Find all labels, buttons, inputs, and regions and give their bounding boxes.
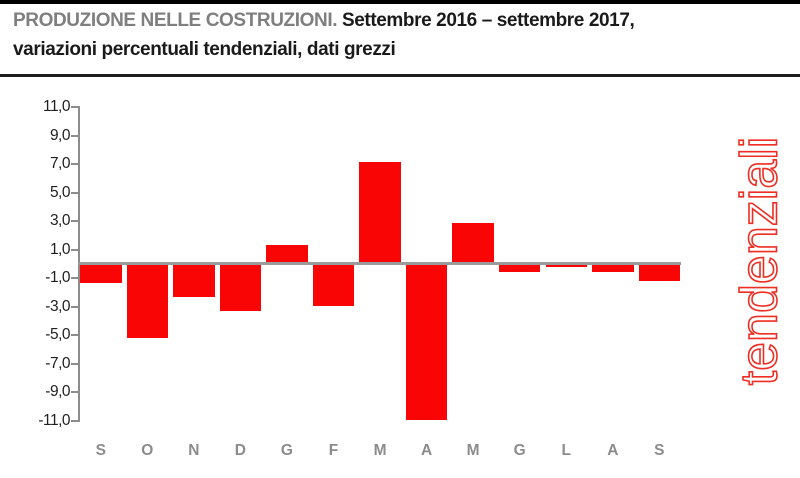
x-axis-label: S <box>654 441 665 459</box>
page-subtitle: variazioni percentuali tendenziali, dati… <box>13 39 396 60</box>
y-axis-tick <box>71 248 78 251</box>
y-axis-tick <box>71 134 78 137</box>
y-axis-tick-label: -7,0 <box>45 354 70 372</box>
y-axis-tick <box>71 220 78 223</box>
page-title: PRODUZIONE NELLE COSTRUZIONI. Settembre … <box>13 6 793 35</box>
y-axis-tick-label: 5,0 <box>49 183 71 201</box>
y-axis-tick <box>71 419 78 422</box>
chart-header: PRODUZIONE NELLE COSTRUZIONI. Settembre … <box>13 6 793 64</box>
bar-A-11 <box>592 263 634 272</box>
bar-S-0 <box>80 263 122 283</box>
y-axis-tick <box>71 391 78 394</box>
y-axis-tick-label: -1,0 <box>45 269 70 287</box>
bar-D-3 <box>219 263 262 312</box>
side-watermark: tendenziali <box>720 88 798 434</box>
y-axis-tick-label: 1,0 <box>49 240 71 258</box>
y-axis-tick-label: 7,0 <box>49 155 71 173</box>
side-watermark-text: tendenziali <box>729 136 789 386</box>
bar-L-10 <box>545 263 587 268</box>
title-bold-segment: PRODUZIONE NELLE COSTRUZIONI. <box>13 10 338 31</box>
x-axis-label: S <box>95 441 106 459</box>
x-axis-label: M <box>373 441 387 459</box>
y-axis-tick-label: -5,0 <box>45 326 70 344</box>
x-axis-label: O <box>141 441 154 459</box>
x-axis-label: A <box>607 441 619 459</box>
bar-M-6 <box>359 161 401 263</box>
x-axis-label: N <box>188 441 200 459</box>
bar-G-9 <box>498 263 541 272</box>
x-axis-label: L <box>561 441 571 459</box>
bar-F-5 <box>312 263 355 306</box>
y-axis-tick-label: 9,0 <box>49 126 71 144</box>
x-axis-label: M <box>466 441 480 459</box>
y-axis-tick <box>71 305 78 308</box>
y-axis-tick <box>71 191 78 194</box>
zero-baseline <box>78 261 682 265</box>
bar-A-7 <box>405 263 448 420</box>
x-axis-label: G <box>280 441 293 459</box>
y-axis-tick-label: -3,0 <box>45 297 70 315</box>
y-axis-tick <box>71 106 78 109</box>
y-axis-tick <box>71 277 78 280</box>
header-divider-line <box>0 74 800 77</box>
title-period-segment: Settembre 2016 – settembre 2017, <box>337 10 635 31</box>
bar-O-1 <box>126 263 169 339</box>
y-axis-tick-label: 11,0 <box>42 98 71 116</box>
y-axis-tick-label: 3,0 <box>49 212 71 230</box>
bar-chart: 11,0 9,0 7,0 5,0 3,0 1,0 -1,0 -3,0 -5,0 -7,0 -9,0 -… <box>0 80 800 478</box>
y-axis-tick <box>71 163 78 166</box>
x-axis-label: F <box>328 441 339 459</box>
x-axis-label: G <box>513 441 526 459</box>
y-axis-tick-label: -9,0 <box>45 383 70 401</box>
x-axis-label: D <box>234 441 246 459</box>
y-axis-tick-label: -11,0 <box>38 411 70 429</box>
bar-N-2 <box>173 263 215 298</box>
bar-M-8 <box>452 223 494 263</box>
x-axis-label: A <box>420 441 433 459</box>
top-border-strip <box>0 0 800 4</box>
y-axis-tick <box>71 334 78 337</box>
y-axis-tick <box>71 362 78 365</box>
bar-G-4 <box>266 244 308 263</box>
bar-S-12 <box>638 263 681 282</box>
